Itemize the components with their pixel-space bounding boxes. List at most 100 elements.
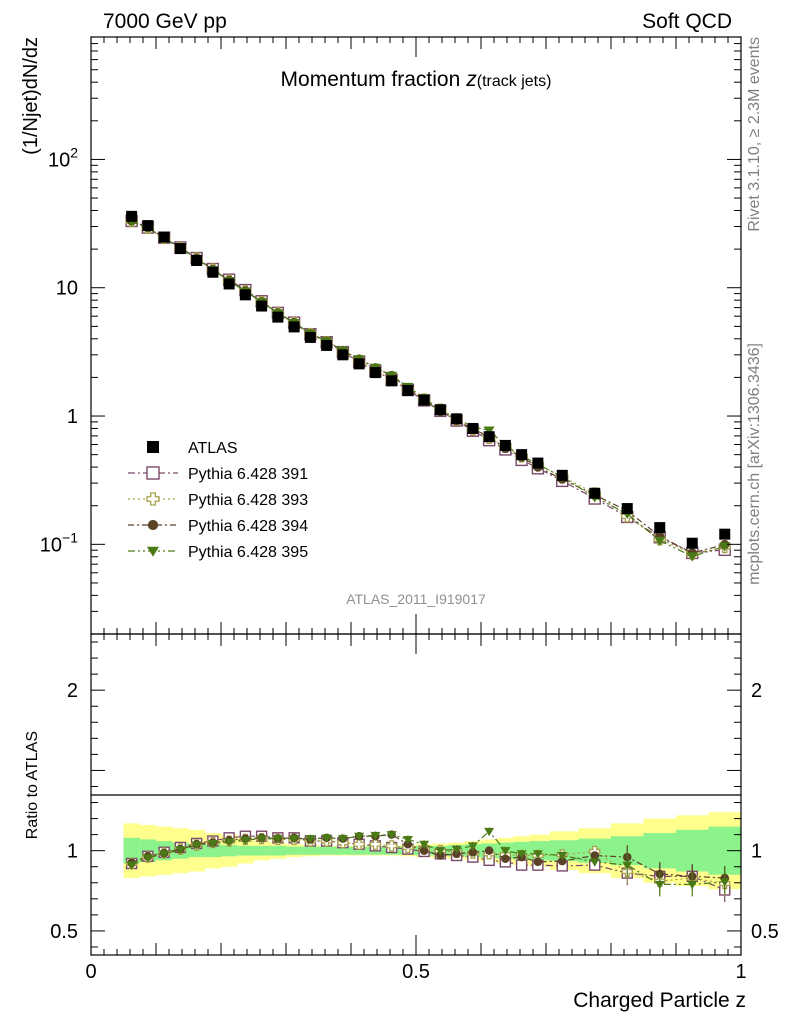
ratio-band-inner xyxy=(221,845,238,857)
main-series xyxy=(125,210,731,562)
main-point-atlas xyxy=(516,449,528,461)
main-point-atlas xyxy=(191,255,203,267)
ratio-band-inner xyxy=(286,846,303,855)
legend-marker-py394 xyxy=(147,519,159,531)
ratio-line-py395 xyxy=(131,830,725,886)
main-point-atlas xyxy=(288,321,300,333)
ratio-frame xyxy=(90,633,742,956)
ratio-point-py395 xyxy=(305,835,316,844)
ratio-point-py395 xyxy=(175,846,186,855)
ratio-point-py394 xyxy=(436,851,445,860)
main-point-atlas xyxy=(207,266,219,278)
ratio-band-inner xyxy=(302,846,319,855)
main-point-atlas xyxy=(126,210,138,222)
ratio-point-py395 xyxy=(191,841,202,850)
legend: ATLAS Pythia 6.428 391 Pythia 6.428 393 Pyt… xyxy=(128,440,308,561)
x-axis-label: Charged Particle z xyxy=(573,989,746,1012)
main-point-atlas xyxy=(654,522,666,534)
ratio-point-py395 xyxy=(719,878,730,887)
x-tick-label: 1 xyxy=(735,961,746,983)
ratio-point-py395 xyxy=(321,834,332,843)
ratio-band-inner xyxy=(351,846,368,855)
ratio-y-ticks: 0.5 0.5 1 1 2 2 xyxy=(50,641,779,948)
main-point-atlas xyxy=(272,311,284,323)
legend-label-py393: Pythia 6.428 393 xyxy=(188,492,308,509)
ratio-point-py395 xyxy=(289,835,300,844)
ratio-point-py393 xyxy=(353,838,365,850)
ratio-y-axis-label: Ratio to ATLAS xyxy=(24,731,41,839)
main-point-atlas xyxy=(223,278,235,290)
ratio-point-py395 xyxy=(484,827,495,837)
ratio-point-py395 xyxy=(126,861,137,870)
main-point-atlas xyxy=(402,385,414,397)
main-point-atlas xyxy=(556,469,568,481)
legend-label-py395: Pythia 6.428 395 xyxy=(188,544,308,561)
ratio-point-py393 xyxy=(369,838,382,850)
ratio-point-py395 xyxy=(435,847,446,856)
chart-title-var: z xyxy=(465,68,477,91)
legend-marker-py391 xyxy=(146,466,160,480)
main-point-atlas xyxy=(158,231,170,243)
ratio-point-py395 xyxy=(532,850,543,859)
ratio-band-inner xyxy=(253,845,271,856)
ratio-band-inner xyxy=(237,845,254,856)
header-left: 7000 GeV pp xyxy=(103,10,227,33)
mcplots-label: mcplots.cern.ch [arXiv:1306.3436] xyxy=(746,343,763,585)
main-point-py395 xyxy=(686,552,698,562)
main-point-atlas xyxy=(174,243,186,255)
main-y-tick-label: 102 xyxy=(48,144,78,171)
ratio-y-tick-label: 0.5 xyxy=(50,921,78,943)
legend-label-atlas: ATLAS xyxy=(188,440,238,457)
main-point-atlas xyxy=(256,300,268,312)
ratio-point-py391 xyxy=(515,859,528,871)
ratio-y-tick-label: 2 xyxy=(67,680,78,702)
ratio-point-py395 xyxy=(622,861,633,870)
main-point-atlas xyxy=(467,422,479,434)
main-point-atlas xyxy=(532,457,544,469)
ratio-point-py395 xyxy=(419,840,430,850)
ratio-point-py395 xyxy=(500,847,511,856)
ratio-point-py395 xyxy=(557,851,568,861)
ratio-series xyxy=(125,827,731,902)
main-y-ticks: 10−1 1 10 102 xyxy=(40,36,741,635)
main-point-atlas xyxy=(719,528,731,540)
ratio-point-py394 xyxy=(558,856,567,866)
ratio-point-py395 xyxy=(142,854,153,863)
ratio-y-tick-label-right: 1 xyxy=(751,841,762,863)
ratio-point-py394 xyxy=(452,849,461,859)
ratio-point-py395 xyxy=(451,845,462,854)
main-point-py395 xyxy=(483,426,495,436)
ratio-y-tick-label-right: 0.5 xyxy=(751,921,779,943)
main-point-atlas xyxy=(386,375,398,387)
main-line-py393 xyxy=(131,220,725,555)
ratio-line-py391 xyxy=(131,835,726,891)
ratio-y-tick-label-right: 2 xyxy=(751,680,762,702)
chart-title-sub: (track jets) xyxy=(477,73,552,90)
main-point-atlas xyxy=(621,503,633,515)
ratio-point-py395 xyxy=(207,839,218,849)
ratio-point-py394 xyxy=(484,846,494,855)
legend-marker-atlas xyxy=(147,441,159,453)
ratio-y-tick-label: 1 xyxy=(67,841,78,863)
x-tick-label: 0 xyxy=(85,961,96,983)
main-point-atlas xyxy=(353,358,365,370)
ratio-point-py394 xyxy=(419,846,429,855)
ratio-band-inner xyxy=(334,846,352,855)
analysis-label: ATLAS_2011_I919017 xyxy=(346,591,486,607)
ratio-point-py395 xyxy=(354,832,365,841)
legend-label-py394: Pythia 6.428 394 xyxy=(188,518,308,535)
main-point-atlas xyxy=(499,439,511,451)
ratio-point-py394 xyxy=(533,857,543,867)
legend-marker-py395 xyxy=(147,546,159,557)
main-point-atlas xyxy=(451,413,463,425)
y-axis-label: (1/Njet)dN/dz xyxy=(20,37,42,155)
main-point-atlas xyxy=(418,394,430,406)
ratio-point-py395 xyxy=(386,831,397,840)
ratio-band-inner xyxy=(123,837,141,864)
ratio-point-py395 xyxy=(256,835,267,844)
main-point-atlas xyxy=(304,331,316,343)
chart-title: Momentum fraction z(track jets) xyxy=(281,68,552,91)
ratio-point-py395 xyxy=(337,835,348,844)
ratio-point-py395 xyxy=(516,850,527,859)
ratio-point-py395 xyxy=(654,880,665,890)
